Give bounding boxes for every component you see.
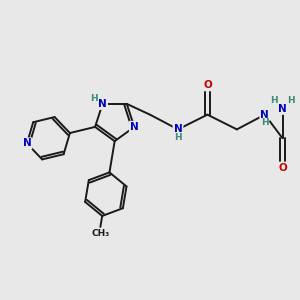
Text: N: N	[22, 138, 31, 148]
Text: O: O	[203, 80, 212, 90]
Text: N: N	[260, 110, 269, 120]
Text: H: H	[91, 94, 98, 103]
Text: N: N	[130, 122, 139, 132]
Text: H: H	[270, 96, 278, 105]
Text: H: H	[261, 118, 268, 127]
Text: CH₃: CH₃	[91, 229, 110, 238]
Text: O: O	[278, 163, 287, 173]
Text: N: N	[278, 104, 287, 114]
Text: H: H	[287, 96, 295, 105]
Text: H: H	[174, 133, 182, 142]
Text: N: N	[174, 124, 182, 134]
Text: N: N	[98, 99, 107, 109]
